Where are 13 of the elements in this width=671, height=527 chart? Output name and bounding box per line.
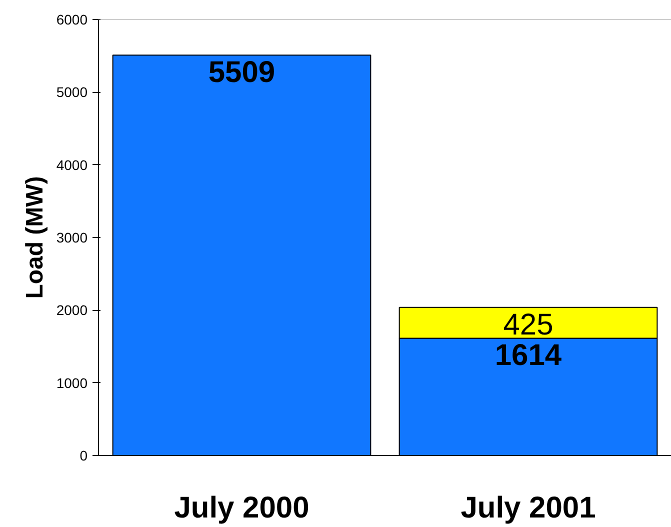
y-tick-label: 6000	[56, 12, 88, 28]
y-tick-label: 2000	[56, 302, 88, 318]
x-tick-label: July 2001	[460, 492, 596, 524]
data-label: 425	[503, 308, 554, 342]
x-tick-label: July 2000	[174, 492, 310, 524]
y-tick-label: 4000	[56, 156, 88, 173]
data-label: 5509	[208, 56, 276, 90]
y-tick-label: 0	[80, 448, 88, 464]
y-tick-label: 1000	[56, 374, 88, 391]
y-tick-label: 5000	[56, 84, 88, 100]
y-tick-label: 3000	[56, 230, 88, 246]
data-label: 1614	[494, 339, 562, 372]
y-axis-title: Load (MW)	[21, 176, 48, 299]
